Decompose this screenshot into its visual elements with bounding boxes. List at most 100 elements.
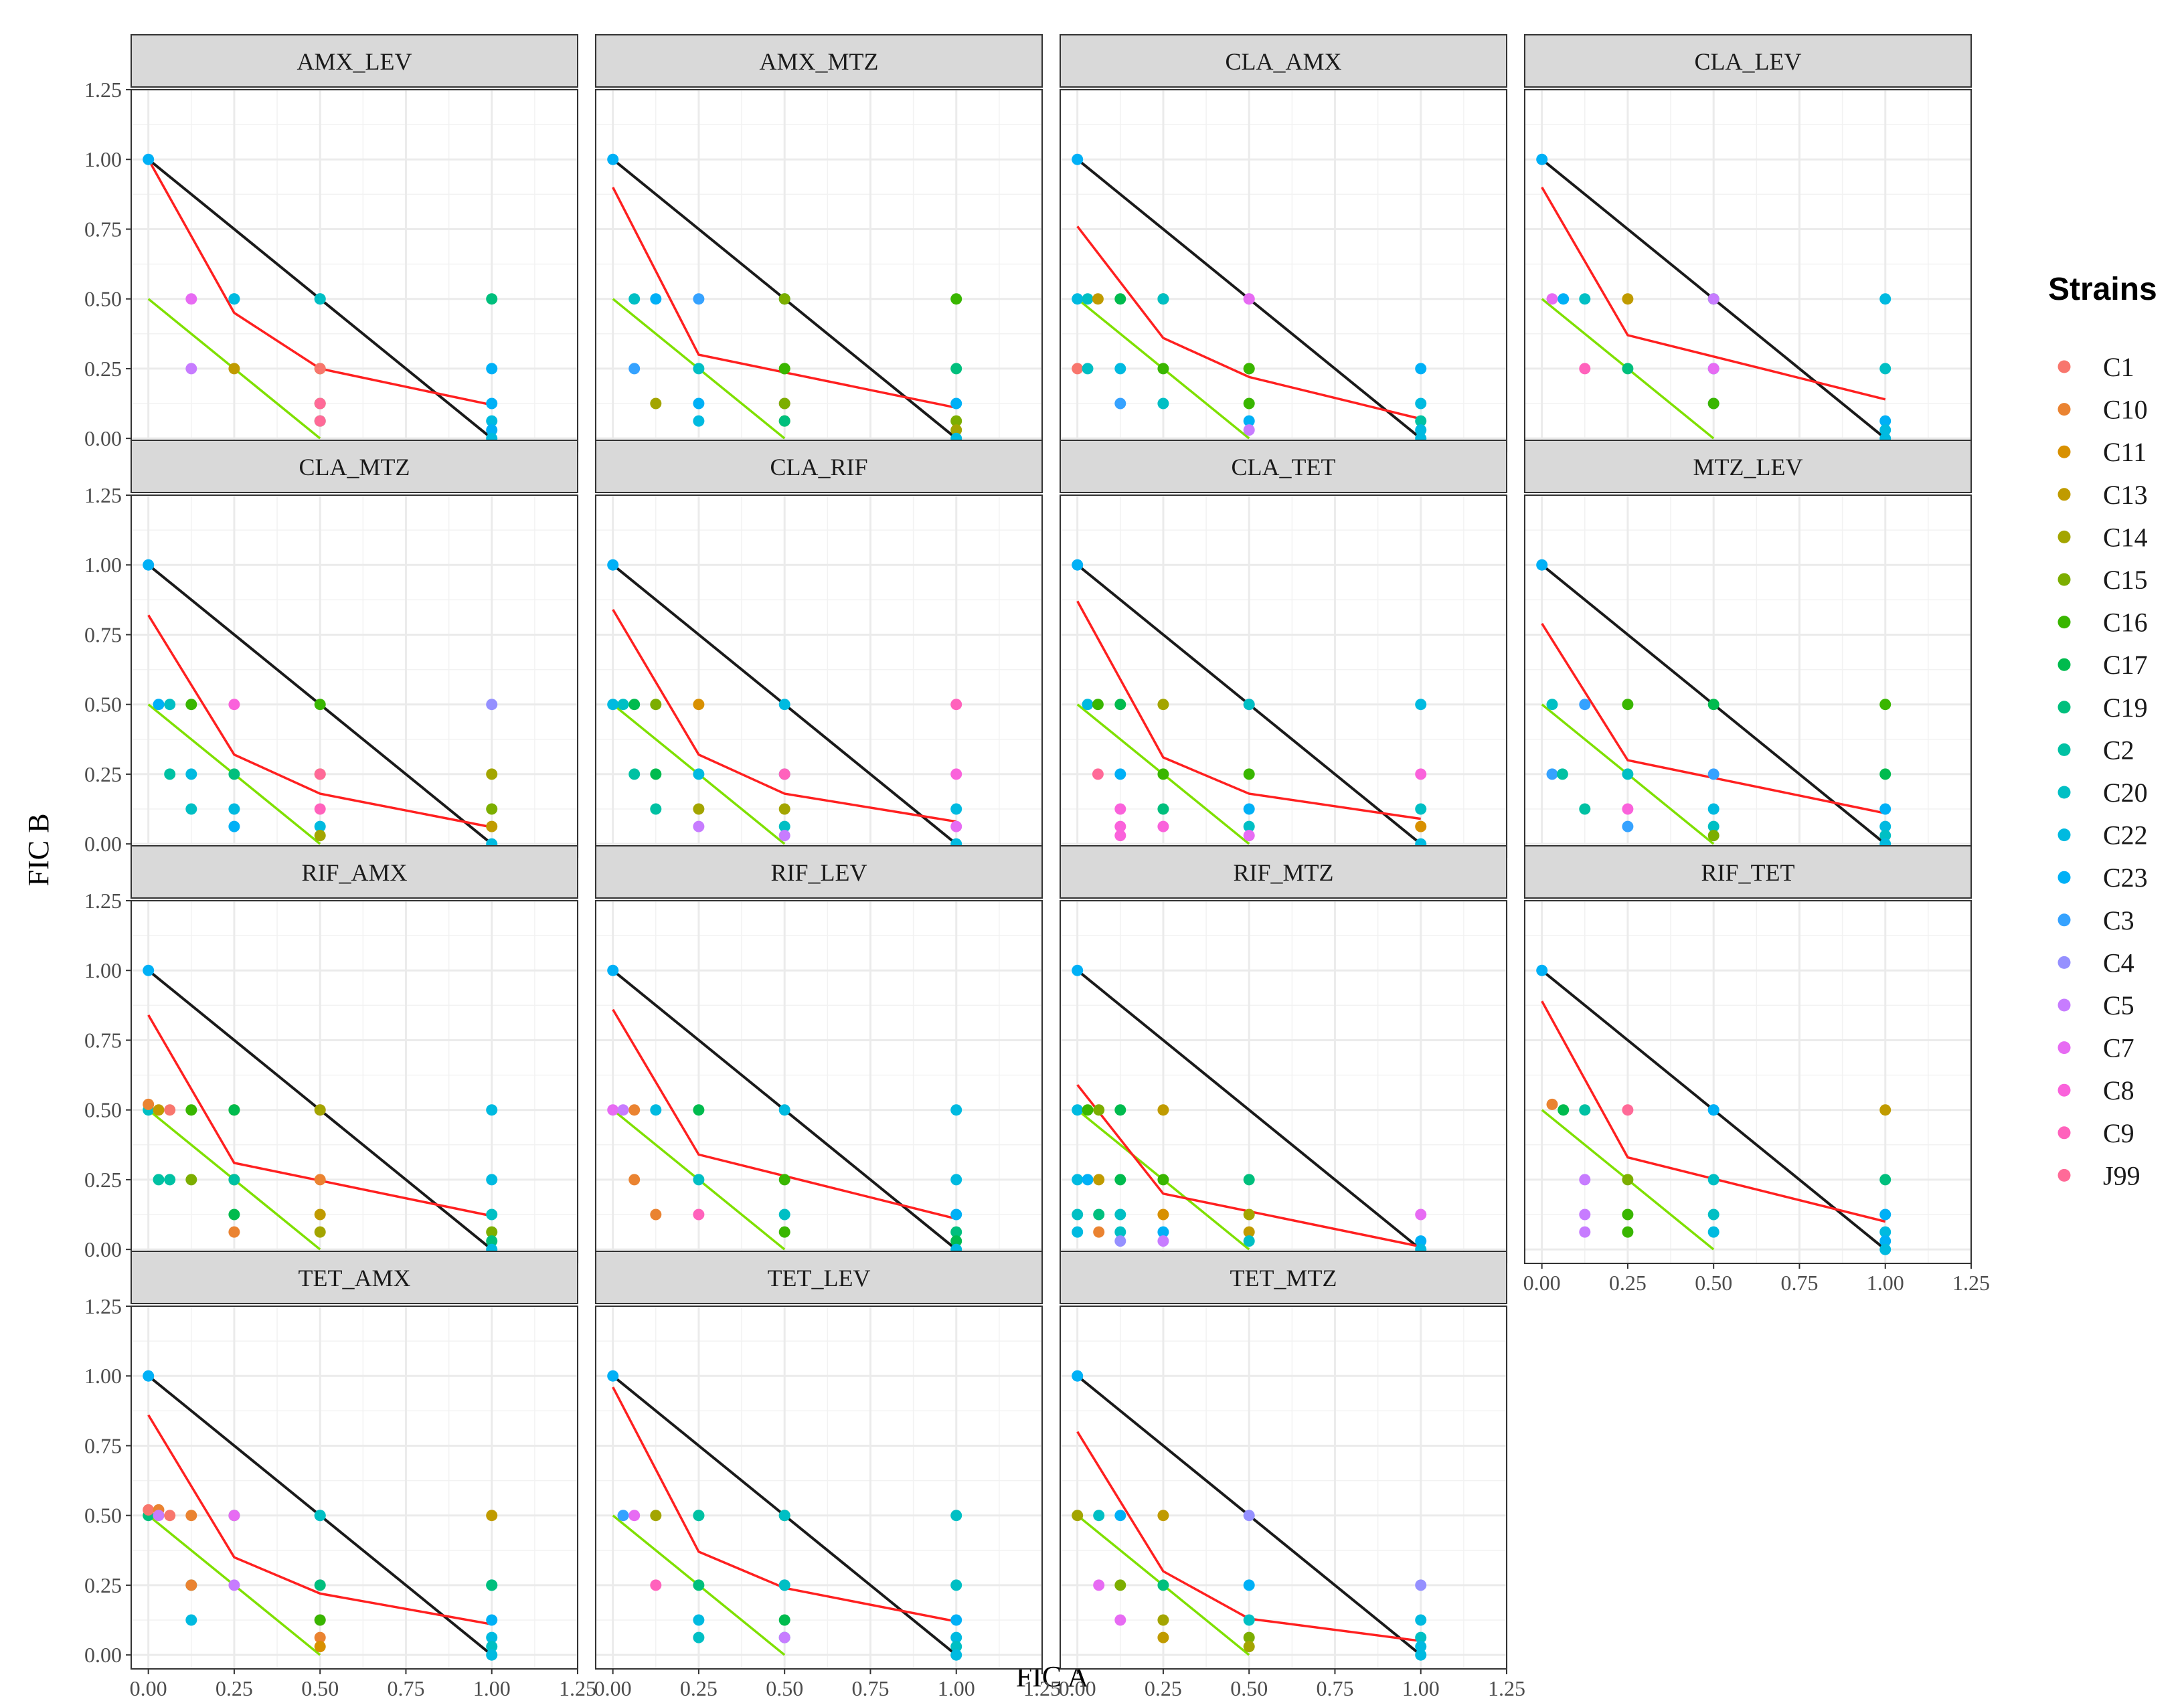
data-point-c5 bbox=[1579, 1226, 1591, 1238]
data-point-c22 bbox=[314, 820, 326, 832]
data-point-c22 bbox=[185, 1614, 197, 1626]
legend-label: J99 bbox=[2103, 1160, 2140, 1190]
panel-border bbox=[131, 1306, 578, 1670]
data-point-c16 bbox=[314, 699, 326, 711]
data-point-c23 bbox=[1879, 1235, 1892, 1247]
data-point-c23 bbox=[607, 153, 619, 165]
data-point-c9 bbox=[950, 699, 962, 711]
data-point-c15 bbox=[1622, 1174, 1634, 1186]
data-point-c22 bbox=[950, 803, 962, 815]
y-tick-label: 0.00 bbox=[84, 426, 122, 450]
panel-background bbox=[1060, 1306, 1507, 1669]
isobole-line bbox=[147, 1014, 493, 1217]
data-point-c13 bbox=[1879, 1104, 1892, 1116]
data-point-c14 bbox=[1072, 1510, 1084, 1522]
data-point-c11 bbox=[693, 699, 705, 711]
panel-tet-amx: TET_AMX 0.00 0.25 0.50 0.75 1.00 1.25 0.00 0.25 0… bbox=[84, 1251, 596, 1697]
data-point-c22 bbox=[1415, 1649, 1427, 1661]
data-point-c8 bbox=[1114, 820, 1126, 832]
x-tick-label: 0.75 bbox=[1780, 1271, 1818, 1295]
data-point-c22 bbox=[950, 1104, 962, 1116]
legend-item: C8 bbox=[2057, 1075, 2134, 1105]
data-point-c20 bbox=[1072, 1209, 1084, 1221]
data-point-c19 bbox=[228, 768, 240, 780]
data-point-c20 bbox=[486, 1209, 498, 1221]
data-point-c20 bbox=[778, 1579, 790, 1591]
data-point-c23 bbox=[153, 699, 165, 711]
data-point-c2 bbox=[164, 768, 176, 780]
panel-cla-mtz: CLA_MTZ 0.00 0.25 0.50 0.75 1.00 1.25 bbox=[84, 440, 579, 859]
data-point-c5 bbox=[693, 820, 705, 832]
data-point-c20 bbox=[778, 820, 790, 832]
data-point-c20 bbox=[1082, 363, 1094, 375]
data-point-c23 bbox=[486, 1614, 498, 1626]
facet-strip bbox=[1524, 440, 1972, 493]
panel-background bbox=[596, 1306, 1042, 1669]
legend-swatch bbox=[2057, 445, 2071, 458]
data-point-c20 bbox=[617, 699, 629, 711]
y-tick-label: 1.00 bbox=[84, 147, 122, 171]
data-point-c11 bbox=[1157, 1209, 1169, 1221]
data-point-c20 bbox=[628, 293, 641, 305]
x-tick-label: 1.25 bbox=[1488, 1676, 1525, 1697]
data-point-c20 bbox=[1415, 1631, 1427, 1643]
data-point-c22 bbox=[1879, 1226, 1892, 1238]
data-point-c22 bbox=[1072, 1174, 1084, 1186]
data-point-c19 bbox=[693, 1579, 705, 1591]
additivity-line bbox=[1076, 969, 1422, 1251]
data-point-c19 bbox=[1093, 1209, 1105, 1221]
isobole-line bbox=[1541, 187, 1886, 401]
data-point-c16 bbox=[778, 1226, 790, 1238]
isobole-line bbox=[1076, 1084, 1422, 1248]
data-point-c2 bbox=[1415, 415, 1427, 427]
data-point-c23 bbox=[1114, 1510, 1126, 1522]
data-point-c16 bbox=[314, 1614, 326, 1626]
data-point-c1 bbox=[314, 363, 326, 375]
data-point-c23 bbox=[1415, 1235, 1427, 1247]
data-point-c23 bbox=[228, 820, 240, 832]
data-point-c13 bbox=[1157, 1631, 1169, 1643]
y-tick-label: 1.00 bbox=[84, 958, 122, 982]
data-point-c10 bbox=[314, 1631, 326, 1643]
legend-item: C7 bbox=[2057, 1033, 2134, 1063]
x-tick-label: 0.25 bbox=[1609, 1271, 1647, 1295]
panel-cla-rif: CLA_RIF bbox=[595, 440, 1043, 859]
data-point-c16 bbox=[1243, 363, 1255, 375]
legend-label: C9 bbox=[2103, 1118, 2134, 1148]
data-point-c23 bbox=[1536, 153, 1548, 165]
data-point-c7 bbox=[1415, 1209, 1427, 1221]
data-point-c13 bbox=[153, 1104, 165, 1116]
isobole-line bbox=[1076, 226, 1422, 420]
panel-background bbox=[596, 901, 1042, 1263]
facet-strip-label: AMX_MTZ bbox=[760, 48, 879, 75]
legend-label: C14 bbox=[2103, 522, 2148, 552]
data-point-c9 bbox=[778, 768, 790, 780]
data-point-c10 bbox=[228, 1226, 240, 1238]
y-tick-label: 0.25 bbox=[84, 357, 122, 381]
data-point-c7 bbox=[185, 293, 197, 305]
legend-item: C11 bbox=[2057, 437, 2147, 467]
data-point-c1 bbox=[164, 1510, 176, 1522]
data-point-c15 bbox=[778, 397, 790, 410]
data-point-c22 bbox=[1415, 424, 1427, 436]
facet-strip bbox=[595, 440, 1043, 493]
data-point-c19 bbox=[486, 1579, 498, 1591]
panel-background bbox=[1060, 495, 1507, 858]
data-point-c20 bbox=[950, 1641, 962, 1653]
y-tick-label: 1.25 bbox=[84, 78, 122, 102]
panel-border bbox=[1524, 900, 1972, 1264]
data-point-c17 bbox=[778, 1614, 790, 1626]
data-point-c22 bbox=[486, 1104, 498, 1116]
facet-strip-label: CLA_MTZ bbox=[299, 454, 410, 480]
facet-strip bbox=[131, 440, 578, 493]
panel-cla-lev: CLA_LEV bbox=[1524, 34, 1972, 453]
x-tick-label: 0.50 bbox=[766, 1676, 803, 1697]
data-point-c20 bbox=[486, 1641, 498, 1653]
data-point-c23 bbox=[1114, 768, 1126, 780]
data-point-c23 bbox=[1536, 559, 1548, 571]
data-point-c22 bbox=[693, 768, 705, 780]
legend-swatch bbox=[2057, 1126, 2071, 1140]
facet-strip-label: TET_MTZ bbox=[1230, 1265, 1337, 1291]
legend-item: C1 bbox=[2057, 352, 2134, 382]
data-point-c16 bbox=[1157, 363, 1169, 375]
